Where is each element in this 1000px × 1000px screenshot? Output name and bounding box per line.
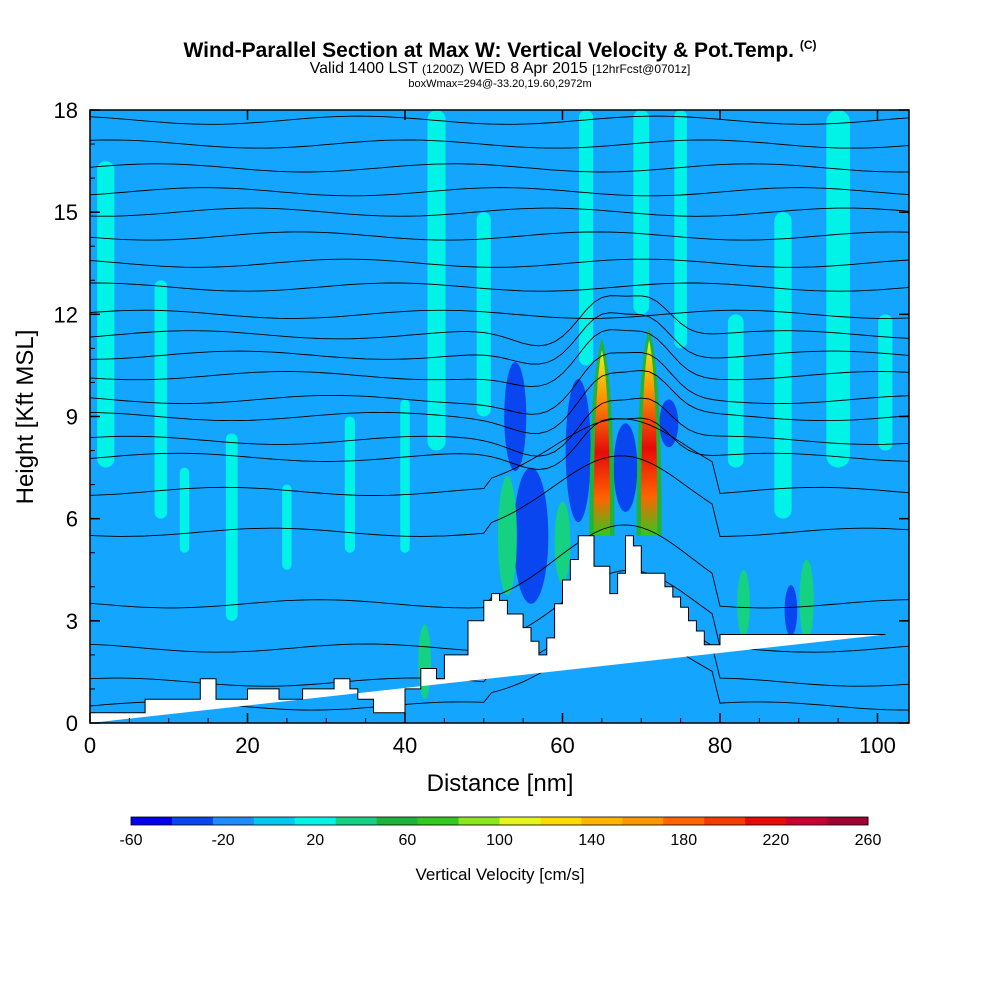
y-axis-label: Height [Kft MSL]	[12, 330, 39, 505]
colorbar-swatch	[458, 817, 500, 825]
colorbar-swatch	[335, 817, 378, 825]
colorbar-tick-label: -60	[119, 832, 142, 849]
updraft-core	[593, 350, 611, 536]
terrain	[90, 535, 886, 723]
theta-contour	[90, 312, 909, 365]
colorbar-swatch	[294, 817, 337, 825]
updraft-plume	[674, 110, 687, 349]
x-tick-label: 40	[393, 733, 417, 758]
theta-contour	[90, 187, 909, 197]
chart-subtitle: Valid 1400 LST (1200Z) WED 8 Apr 2015 [1…	[309, 60, 691, 77]
downdraft-region	[659, 399, 679, 448]
colorbar-swatch	[171, 817, 214, 825]
x-axis-label: Distance [nm]	[427, 770, 574, 797]
theta-contour	[90, 258, 909, 268]
colorbar-tick-label: 140	[578, 832, 605, 849]
updraft-plume	[179, 467, 190, 553]
colorbar-frame	[130, 816, 869, 826]
downdraft-region	[565, 379, 591, 523]
chart-title: Wind-Parallel Section at Max W: Vertical…	[183, 38, 817, 62]
updraft-plume	[154, 280, 168, 519]
theta-contour	[90, 370, 909, 434]
moderate-updraft	[737, 569, 750, 638]
updraft-plume	[344, 416, 355, 553]
y-tick-label: 0	[66, 711, 78, 736]
x-tick-label: 0	[84, 733, 96, 758]
theta-contour	[90, 309, 909, 319]
chart-subtitle-box: boxWmax=294@-33.20,19.60,2972m	[408, 78, 592, 90]
moderate-updraft	[497, 476, 517, 596]
x-tick-label: 60	[550, 733, 574, 758]
x-tick-label: 80	[708, 733, 732, 758]
colorbar-swatch	[581, 817, 623, 825]
downdraft-region	[784, 585, 798, 637]
colorbar-swatch	[622, 817, 664, 825]
updraft-plume	[774, 212, 792, 519]
theta-contour	[90, 417, 909, 470]
theta-contour	[90, 295, 909, 347]
colorbar-swatch	[745, 817, 787, 825]
updraft-plume	[579, 110, 594, 366]
colorbar: -60 -20 20 60 100 140 180 220 260	[119, 816, 882, 849]
colorbar-tick-label: 260	[855, 832, 882, 849]
colorbar-swatch	[212, 817, 255, 825]
colorbar-tick-label: 100	[486, 832, 513, 849]
theta-contour	[90, 418, 909, 496]
x-tick-label: 20	[235, 733, 259, 758]
updraft-plume	[826, 110, 850, 468]
theta-contour	[90, 207, 909, 217]
y-tick-label: 3	[66, 609, 78, 634]
moderate-updraft	[554, 501, 571, 584]
theta-contour	[90, 397, 909, 457]
updraft-plume	[225, 433, 238, 621]
y-tick-label: 6	[66, 507, 78, 532]
theta-contour	[90, 163, 909, 173]
updraft-plume	[427, 110, 446, 451]
colorbar-tick-label: 220	[763, 832, 790, 849]
theta-contour	[90, 231, 909, 241]
y-tick-label: 12	[54, 302, 78, 327]
colorbar-swatch	[417, 817, 460, 825]
updraft-plume	[727, 314, 744, 468]
plot-area	[90, 110, 909, 723]
downdraft-region	[613, 423, 638, 512]
colorbar-label: Vertical Velocity [cm/s]	[415, 865, 584, 884]
colorbar-tick-label: 60	[398, 832, 416, 849]
y-tick-label: 15	[54, 200, 78, 225]
moderate-updraft	[799, 559, 814, 642]
updraft-plume	[476, 212, 491, 417]
theta-contour	[90, 115, 909, 125]
colorbar-swatch	[663, 817, 705, 825]
y-tick-label: 18	[54, 98, 78, 123]
colorbar-swatch	[827, 817, 869, 825]
colorbar-swatch	[253, 817, 296, 825]
axes: 0 20 40 60 80 100 0 3 6 9 12 15 18	[54, 98, 910, 758]
colorbar-swatch	[540, 817, 582, 825]
colorbar-swatch	[376, 817, 419, 825]
colorbar-swatch	[704, 817, 746, 825]
x-tick-label: 100	[859, 733, 896, 758]
colorbar-swatch	[131, 817, 173, 825]
updraft-plume	[282, 484, 292, 570]
theta-contour	[90, 352, 909, 415]
downdraft-region	[504, 362, 527, 471]
theta-contour	[90, 455, 909, 537]
theta-contour	[90, 139, 909, 149]
theta-contour	[90, 282, 909, 292]
colorbar-tick-label: 180	[670, 832, 697, 849]
colorbar-swatch	[786, 817, 828, 825]
colorbar-tick-label: -20	[212, 832, 235, 849]
colorbar-tick-label: 20	[306, 832, 324, 849]
colorbar-swatch	[499, 817, 541, 825]
y-tick-label: 9	[66, 405, 78, 430]
downdraft-region	[513, 467, 549, 604]
theta-contour	[90, 329, 909, 388]
updraft-plume	[633, 110, 650, 315]
updraft-plume	[878, 314, 893, 451]
updraft-core	[640, 339, 658, 536]
updraft-plume	[400, 399, 410, 553]
